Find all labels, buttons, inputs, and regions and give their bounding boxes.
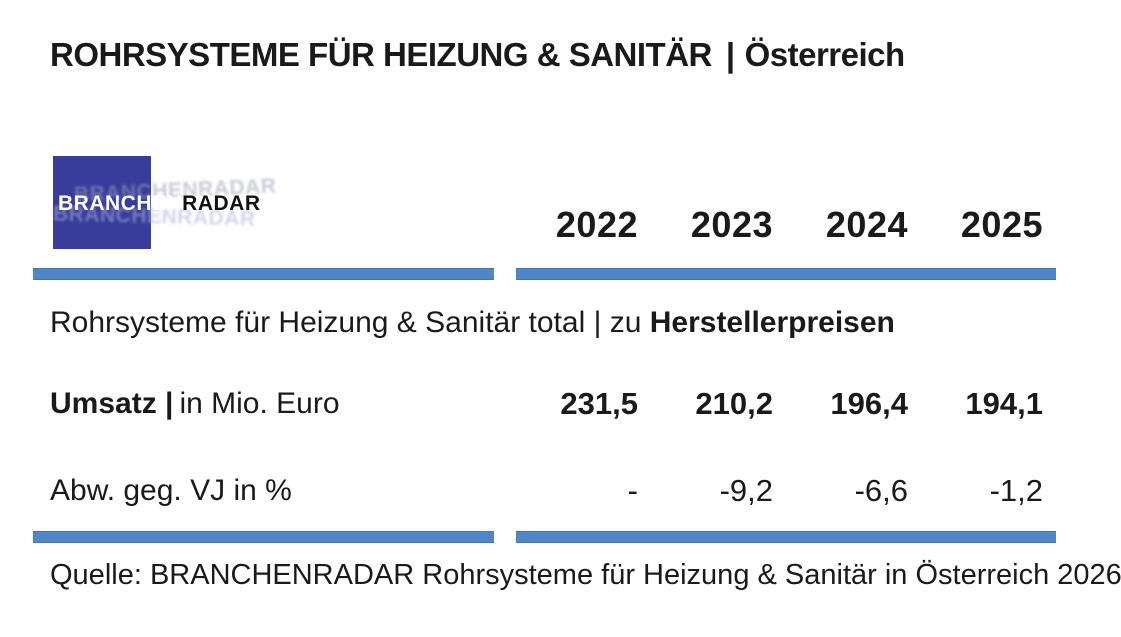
table-section-header: Rohrsysteme für Heizung & Sanitär total …: [50, 306, 895, 340]
logo-blue-square: [53, 156, 151, 249]
divider-bottom-left: [33, 531, 494, 543]
umsatz-value-2023: 210,2: [695, 386, 773, 421]
row-label-umsatz: Umsatz | in Mio. Euro: [50, 387, 340, 421]
year-header-2024: 2024: [825, 204, 908, 245]
row-label-abweichung-text: Abw. geg. VJ in %: [50, 474, 292, 507]
divider-bottom-right: [516, 531, 1056, 543]
page-title-caps: ROHRSYSTEME FÜR HEIZUNG & SANITÄR: [50, 36, 712, 73]
title-separator: |: [725, 36, 735, 73]
abweichung-value-2025: -1,2: [989, 473, 1043, 508]
abweichung-value-2022: -: [627, 473, 638, 508]
row-label-abweichung: Abw. geg. VJ in %: [50, 474, 292, 508]
logo-wordmark: BRANCHENRADAR: [58, 192, 261, 216]
year-header-2025: 2025: [960, 204, 1043, 245]
row-label-umsatz-bold: Umsatz |: [50, 387, 174, 420]
abweichung-values-row: - -9,2 -6,6 -1,2: [503, 473, 1043, 509]
abweichung-value-2024: -6,6: [854, 473, 908, 508]
section-header-bold: Herstellerpreisen: [649, 306, 895, 339]
row-label-umsatz-unit: in Mio. Euro: [179, 387, 340, 420]
logo-text-branchen: BRANCHEN: [58, 192, 183, 215]
page-title-region: Österreich: [744, 36, 906, 73]
umsatz-value-2024: 196,4: [830, 386, 908, 421]
year-header-row: 2022 2023 2024 2025: [503, 204, 1043, 246]
umsatz-value-2022: 231,5: [560, 386, 638, 421]
divider-top-right: [516, 268, 1056, 280]
section-header-regular: Rohrsysteme für Heizung & Sanitär total …: [50, 306, 650, 339]
divider-top-left: [33, 268, 494, 280]
page-title: ROHRSYSTEME FÜR HEIZUNG & SANITÄR | Österr…: [50, 36, 905, 74]
logo-text-radar: RADAR: [182, 192, 261, 215]
year-header-2022: 2022: [555, 204, 638, 245]
abweichung-value-2023: -9,2: [719, 473, 773, 508]
umsatz-values-row: 231,5 210,2 196,4 194,1: [503, 386, 1043, 422]
year-header-2023: 2023: [690, 204, 773, 245]
source-line: Quelle: BRANCHENRADAR Rohrsysteme für He…: [50, 559, 1121, 591]
branchenradar-logo: BRANCHENRADAR BRANCHENRADAR BRANCHENRADA…: [53, 156, 313, 252]
umsatz-value-2025: 194,1: [965, 386, 1043, 421]
